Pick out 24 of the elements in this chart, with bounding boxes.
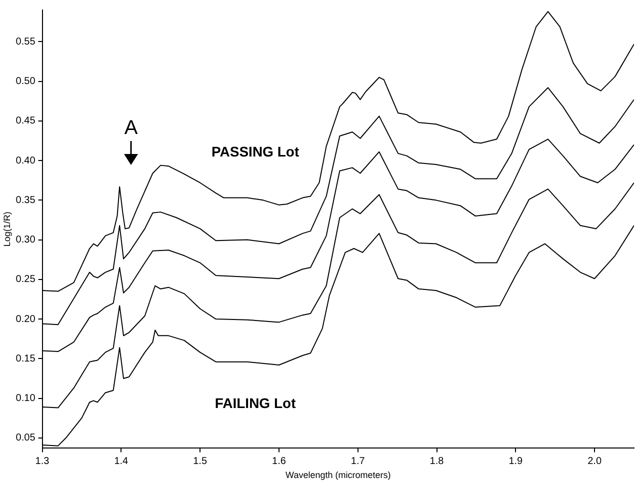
y-tick-label: 0.10	[16, 393, 36, 404]
y-axis-title: Log(1/R)	[2, 212, 12, 247]
x-axis-title: Wavelength (micrometers)	[286, 470, 391, 480]
y-tick-label: 0.05	[16, 432, 36, 444]
x-tick-label: 1.7	[350, 456, 366, 467]
x-tick-label: 1.8	[430, 456, 444, 467]
y-tick-label: 0.50	[16, 76, 36, 88]
annotation: PASSING Lot	[211, 143, 300, 160]
y-tick-label: 0.45	[16, 116, 36, 127]
y-tick-label: 0.40	[16, 155, 36, 166]
y-tick-label: 0.55	[16, 36, 36, 48]
x-tick-label: 1.5	[193, 456, 208, 467]
y-tick-label: 0.30	[16, 234, 36, 246]
x-tick-label: 1.9	[508, 456, 524, 467]
y-tick-label: 0.15	[16, 353, 36, 364]
x-tick-label: 2.0	[588, 456, 602, 467]
annotation: FAILING Lot	[214, 395, 296, 412]
x-tick-label: 1.3	[35, 456, 50, 467]
y-tick-label: 0.20	[16, 314, 36, 325]
annotation: A	[124, 116, 138, 139]
x-tick-label: 1.6	[272, 456, 286, 467]
y-tick-label: 0.25	[16, 274, 36, 286]
x-tick-label: 1.4	[114, 456, 129, 467]
y-tick-label: 0.35	[16, 194, 36, 206]
